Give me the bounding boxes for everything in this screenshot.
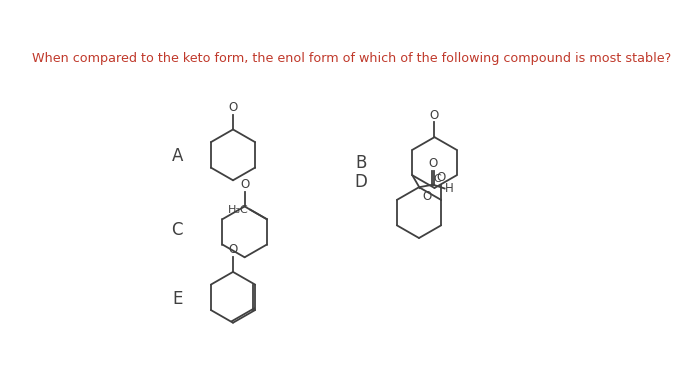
Text: H: H (445, 182, 454, 195)
Text: O: O (436, 172, 446, 184)
Text: When compared to the keto form, the enol form of which of the following compound: When compared to the keto form, the enol… (32, 53, 671, 65)
Text: O: O (430, 109, 439, 122)
Text: C: C (172, 220, 183, 239)
Text: O: O (228, 244, 237, 256)
Text: B: B (355, 154, 366, 172)
Text: O: O (422, 189, 431, 203)
Text: C: C (434, 174, 442, 184)
Text: O: O (240, 178, 249, 191)
Text: H₃C: H₃C (228, 205, 248, 214)
Text: O: O (429, 157, 438, 170)
Text: O: O (228, 101, 237, 114)
Text: D: D (355, 173, 367, 191)
Text: E: E (172, 290, 182, 308)
Text: A: A (172, 147, 183, 165)
